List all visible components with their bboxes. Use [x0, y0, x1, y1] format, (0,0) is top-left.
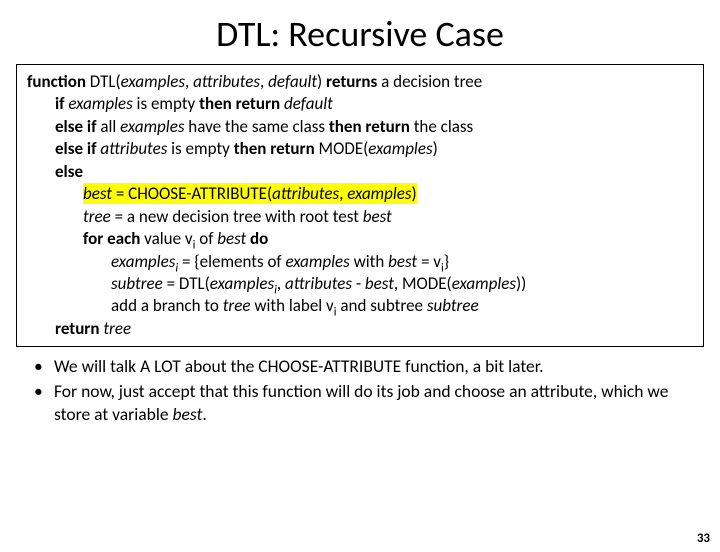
- bullet-list: We will talk A LOT about the CHOOSE-ATTR…: [38, 355, 702, 425]
- code-line-9: examplesi = {elements of examples with b…: [27, 251, 693, 273]
- code-line-12: return tree: [27, 318, 693, 340]
- pseudocode-box: function DTL(examples, attributes, defau…: [16, 64, 704, 347]
- code-line-4: else if attributes is empty then return …: [27, 138, 693, 160]
- code-line-5: else: [27, 161, 693, 183]
- code-line-2: if examples is empty then return default: [27, 93, 693, 115]
- slide-title: DTL: Recursive Case: [0, 12, 720, 56]
- page-number: 33: [697, 531, 710, 546]
- bullet-item-1: We will talk A LOT about the CHOOSE-ATTR…: [38, 355, 702, 378]
- code-line-6-highlight: best = CHOOSE-ATTRIBUTE(attributes, exam…: [27, 183, 693, 205]
- bullet-item-2: For now, just accept that this function …: [38, 380, 702, 426]
- code-line-11: add a branch to tree with label vi and s…: [27, 295, 693, 317]
- code-line-3: else if all examples have the same class…: [27, 116, 693, 138]
- code-line-8: for each value vi of best do: [27, 228, 693, 250]
- code-line-7: tree = a new decision tree with root tes…: [27, 206, 693, 228]
- code-line-1: function DTL(examples, attributes, defau…: [27, 71, 693, 93]
- code-line-10: subtree = DTL(examplesi, attributes - be…: [27, 273, 693, 295]
